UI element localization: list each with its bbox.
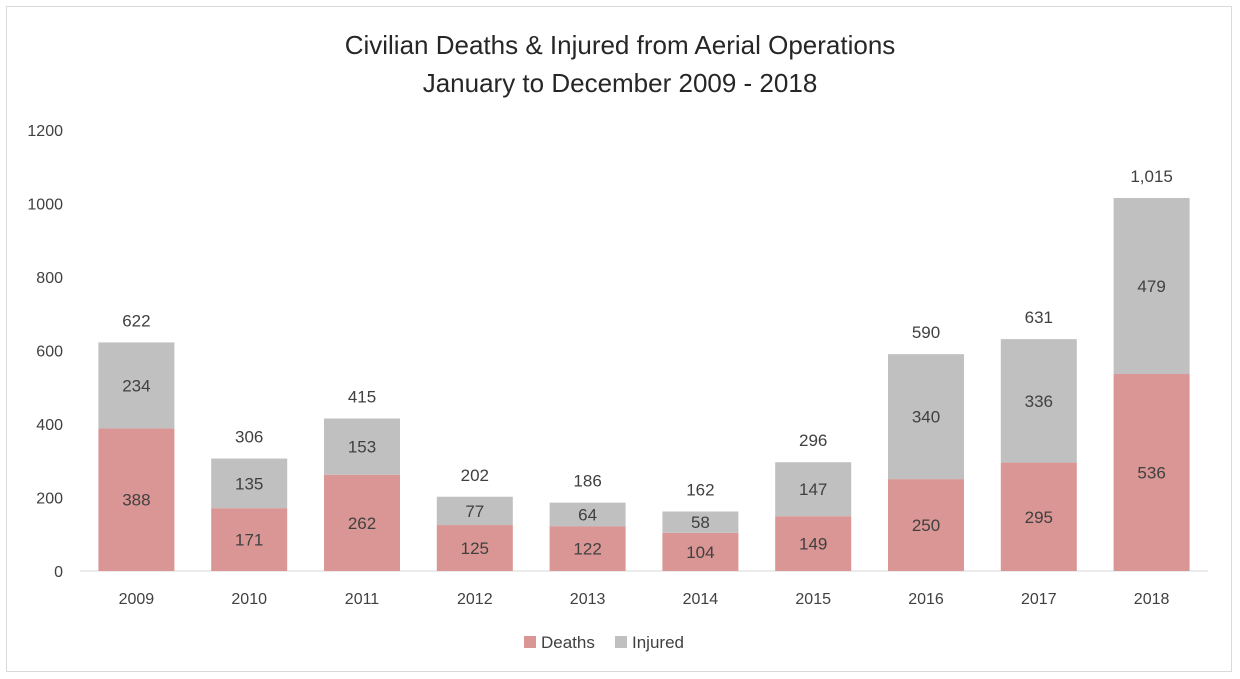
total-label-2013: 186 [573, 472, 601, 491]
y-tick-label: 1000 [27, 197, 63, 214]
total-label-2018: 1,015 [1130, 167, 1173, 186]
data-label-deaths-2014: 104 [686, 543, 714, 562]
data-label-injured-2013: 64 [578, 505, 597, 524]
total-label-2015: 296 [799, 431, 827, 450]
bar-deaths-2015 [775, 516, 852, 571]
data-label-injured-2012: 77 [465, 502, 484, 521]
chart-subtitle: January to December 2009 - 2018 [423, 68, 818, 98]
bar-deaths-2010 [211, 508, 288, 571]
total-label-2017: 631 [1025, 308, 1053, 327]
bar-deaths-2009 [98, 428, 175, 571]
data-label-deaths-2017: 295 [1025, 508, 1053, 527]
total-label-2010: 306 [235, 428, 263, 447]
bar-injured-2011 [324, 418, 400, 475]
y-tick-label: 600 [36, 344, 63, 361]
data-label-deaths-2012: 125 [461, 539, 489, 558]
bar-injured-2014 [662, 511, 739, 533]
data-label-deaths-2016: 250 [912, 516, 940, 535]
data-label-injured-2014: 58 [691, 513, 710, 532]
data-label-injured-2010: 135 [235, 474, 263, 493]
bar-deaths-2011 [324, 474, 400, 571]
bar-injured-2015 [775, 462, 852, 517]
bar-injured-2016 [888, 354, 964, 480]
total-label-2009: 622 [122, 311, 150, 330]
bar-injured-2012 [436, 496, 513, 526]
y-tick-label: 800 [36, 270, 63, 287]
bar-deaths-2012 [436, 525, 513, 571]
bar-injured-2017 [1000, 339, 1077, 463]
y-tick-label: 200 [36, 491, 63, 508]
legend-swatch-injured [615, 636, 627, 648]
data-label-injured-2009: 234 [122, 376, 150, 395]
data-label-deaths-2018: 536 [1137, 464, 1165, 483]
data-label-injured-2018: 479 [1137, 277, 1165, 296]
x-tick-label: 2014 [683, 591, 719, 608]
y-axis: 0 200 400 600 800 1000 1200 [27, 123, 63, 581]
total-label-2014: 162 [686, 480, 714, 499]
x-axis: 2009 2010 2011 2012 2013 2014 2015 2016 2017 2018 [119, 591, 1170, 608]
x-tick-label: 2011 [345, 591, 380, 608]
bar-deaths-2018 [1113, 374, 1190, 571]
bar-deaths-2013 [549, 526, 626, 571]
bar-deaths-2014 [662, 532, 739, 571]
bar-injured-2013 [549, 502, 626, 527]
data-label-injured-2015: 147 [799, 480, 827, 499]
x-tick-label: 2010 [231, 591, 267, 608]
y-tick-label: 0 [54, 564, 63, 581]
data-label-deaths-2015: 149 [799, 535, 827, 554]
x-tick-label: 2015 [795, 591, 831, 608]
total-label-2012: 202 [461, 466, 489, 485]
chart-title: Civilian Deaths & Injured from Aerial Op… [345, 30, 896, 60]
x-tick-label: 2017 [1021, 591, 1057, 608]
y-tick-label: 400 [36, 417, 63, 434]
bar-deaths-2016 [888, 479, 964, 571]
x-tick-label: 2013 [570, 591, 606, 608]
legend-label-deaths: Deaths [541, 633, 595, 652]
data-label-deaths-2011: 262 [348, 514, 376, 533]
legend-label-injured: Injured [632, 633, 684, 652]
data-label-deaths-2010: 171 [235, 531, 263, 550]
data-label-deaths-2009: 388 [122, 491, 150, 510]
bar-deaths-2017 [1000, 462, 1077, 571]
legend-swatch-deaths [524, 636, 536, 648]
data-label-injured-2011: 153 [348, 438, 376, 457]
total-label-2011: 415 [348, 387, 376, 406]
bars: 388 234 622 171 135 306 262 153 415 125 77 202 122 64… [98, 167, 1190, 571]
data-label-deaths-2013: 122 [573, 540, 601, 559]
bar-injured-2009 [98, 342, 175, 429]
x-tick-label: 2009 [119, 591, 155, 608]
legend: Deaths Injured [524, 633, 684, 652]
bar-injured-2010 [211, 458, 288, 509]
total-label-2016: 590 [912, 323, 940, 342]
data-label-injured-2017: 336 [1025, 392, 1053, 411]
x-tick-label: 2012 [457, 591, 493, 608]
data-label-injured-2016: 340 [912, 408, 940, 427]
x-tick-label: 2018 [1134, 591, 1170, 608]
y-tick-label: 1200 [27, 123, 63, 140]
bar-injured-2018 [1113, 197, 1190, 375]
x-tick-label: 2016 [908, 591, 944, 608]
